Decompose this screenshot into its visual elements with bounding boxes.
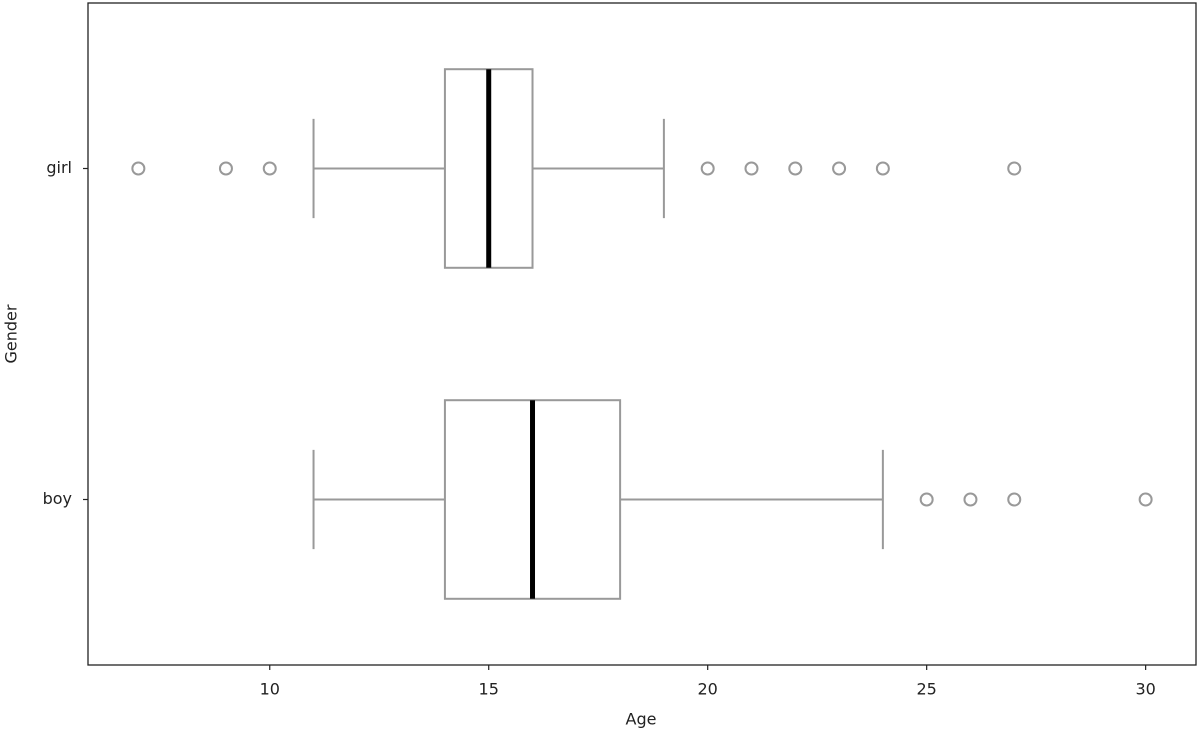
y-tick-label: boy	[43, 489, 72, 508]
outlier	[1007, 161, 1022, 176]
outlier	[919, 492, 934, 507]
x-axis-label: Age	[626, 710, 657, 729]
outlier	[744, 161, 759, 176]
x-tick-label: 25	[916, 680, 936, 699]
outlier	[963, 492, 978, 507]
x-tick-label: 30	[1135, 680, 1155, 699]
outlier	[832, 161, 847, 176]
y-tick-label: girl	[46, 158, 72, 177]
x-tick-label: 20	[698, 680, 718, 699]
plot-frame	[87, 2, 1197, 666]
outlier	[1007, 492, 1022, 507]
y-axis-label: Gender	[2, 304, 21, 363]
outlier	[875, 161, 890, 176]
outlier	[262, 161, 277, 176]
outlier	[700, 161, 715, 176]
outlier	[218, 161, 233, 176]
x-tick-label: 10	[260, 680, 280, 699]
outlier	[131, 161, 146, 176]
x-tick-label: 15	[479, 680, 499, 699]
outlier	[788, 161, 803, 176]
outlier	[1138, 492, 1153, 507]
